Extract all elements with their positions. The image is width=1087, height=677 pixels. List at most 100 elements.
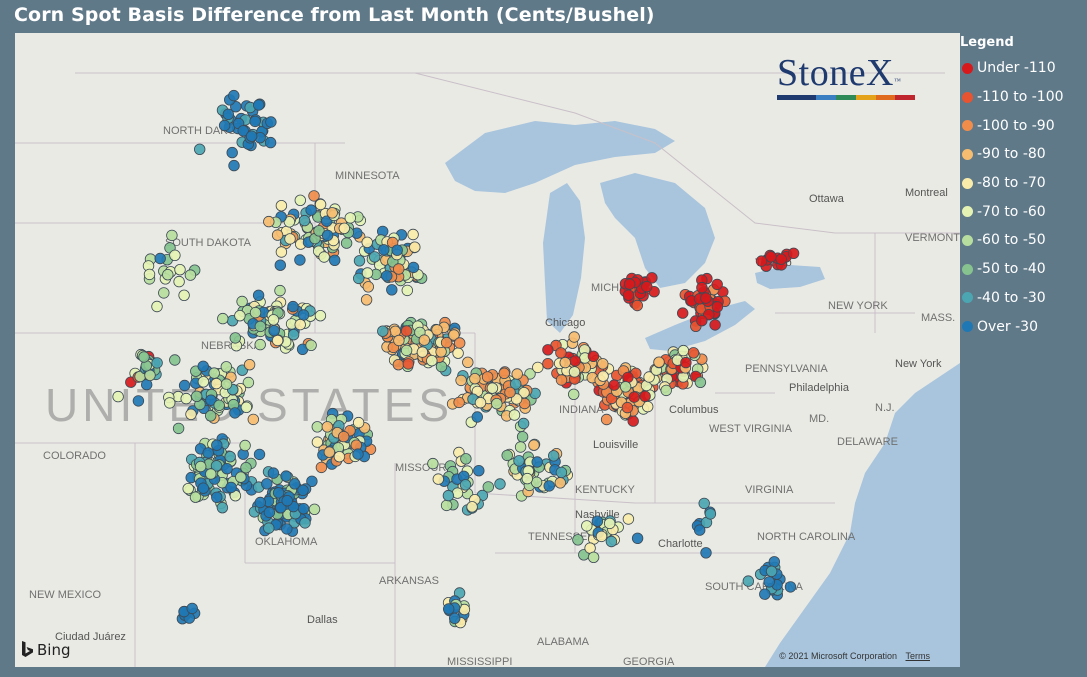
- data-point[interactable]: [453, 396, 465, 409]
- data-point[interactable]: [619, 381, 632, 393]
- data-point[interactable]: [361, 236, 373, 249]
- data-point[interactable]: [568, 388, 580, 401]
- data-point[interactable]: [491, 398, 503, 410]
- data-point[interactable]: [178, 289, 190, 302]
- data-point[interactable]: [677, 344, 690, 357]
- data-point[interactable]: [377, 325, 389, 337]
- data-point[interactable]: [455, 374, 467, 387]
- data-point[interactable]: [653, 356, 665, 368]
- data-point[interactable]: [239, 439, 251, 452]
- data-point[interactable]: [622, 371, 634, 384]
- data-point[interactable]: [235, 471, 247, 483]
- data-point[interactable]: [208, 367, 220, 379]
- data-point[interactable]: [407, 228, 419, 241]
- data-point[interactable]: [267, 314, 280, 326]
- data-point[interactable]: [514, 441, 527, 453]
- data-point[interactable]: [443, 603, 455, 615]
- data-point[interactable]: [768, 556, 781, 568]
- data-point[interactable]: [435, 346, 447, 358]
- data-point[interactable]: [240, 401, 253, 414]
- data-point[interactable]: [559, 356, 571, 369]
- data-point[interactable]: [297, 503, 310, 515]
- data-point[interactable]: [392, 359, 405, 371]
- data-point[interactable]: [221, 463, 233, 475]
- data-point[interactable]: [401, 284, 414, 297]
- data-point[interactable]: [698, 497, 710, 510]
- data-point[interactable]: [595, 530, 608, 543]
- data-point[interactable]: [454, 337, 466, 349]
- data-point[interactable]: [225, 481, 237, 494]
- data-point[interactable]: [628, 391, 640, 403]
- data-point[interactable]: [190, 390, 203, 403]
- data-point[interactable]: [521, 472, 534, 485]
- data-point[interactable]: [294, 194, 307, 207]
- data-point[interactable]: [393, 334, 405, 347]
- data-point[interactable]: [158, 287, 170, 299]
- data-point[interactable]: [143, 268, 156, 281]
- terms-link[interactable]: Terms: [905, 651, 931, 661]
- data-point[interactable]: [280, 470, 292, 482]
- data-point[interactable]: [548, 450, 560, 462]
- data-point[interactable]: [275, 246, 288, 258]
- data-point[interactable]: [448, 329, 460, 341]
- data-point[interactable]: [532, 361, 544, 374]
- data-point[interactable]: [234, 310, 246, 322]
- data-point[interactable]: [591, 515, 604, 527]
- data-point[interactable]: [704, 508, 717, 520]
- data-point[interactable]: [261, 478, 273, 490]
- data-point[interactable]: [787, 247, 800, 260]
- data-point[interactable]: [243, 359, 256, 371]
- legend-item[interactable]: -110 to -100: [960, 83, 1087, 112]
- data-point[interactable]: [338, 430, 350, 443]
- data-point[interactable]: [263, 215, 275, 228]
- data-point[interactable]: [531, 456, 543, 468]
- data-point[interactable]: [172, 422, 185, 435]
- data-point[interactable]: [226, 146, 238, 159]
- data-point[interactable]: [555, 374, 568, 386]
- data-point[interactable]: [197, 482, 210, 494]
- data-point[interactable]: [252, 289, 265, 302]
- data-point[interactable]: [416, 346, 429, 358]
- data-point[interactable]: [381, 270, 393, 282]
- data-point[interactable]: [542, 344, 554, 356]
- data-point[interactable]: [275, 199, 288, 212]
- data-point[interactable]: [765, 251, 777, 263]
- data-point[interactable]: [186, 602, 198, 615]
- data-point[interactable]: [267, 467, 280, 479]
- data-point[interactable]: [220, 361, 233, 373]
- legend-item[interactable]: -60 to -50: [960, 226, 1087, 255]
- data-point[interactable]: [189, 491, 202, 503]
- data-point[interactable]: [242, 376, 255, 389]
- data-point[interactable]: [162, 268, 174, 281]
- data-point[interactable]: [314, 198, 327, 211]
- data-point[interactable]: [299, 517, 311, 529]
- data-point[interactable]: [271, 334, 284, 347]
- data-point[interactable]: [213, 399, 225, 412]
- legend-item[interactable]: -100 to -90: [960, 111, 1087, 140]
- data-point[interactable]: [252, 99, 265, 111]
- data-point[interactable]: [287, 300, 299, 313]
- data-point[interactable]: [318, 251, 330, 263]
- data-point[interactable]: [263, 506, 276, 519]
- data-point[interactable]: [624, 278, 636, 290]
- data-point[interactable]: [305, 204, 317, 216]
- data-point[interactable]: [459, 479, 472, 491]
- data-point[interactable]: [169, 354, 181, 366]
- data-point[interactable]: [641, 280, 653, 293]
- data-point[interactable]: [687, 347, 700, 359]
- data-point[interactable]: [263, 522, 275, 534]
- data-point[interactable]: [166, 229, 178, 242]
- data-point[interactable]: [400, 325, 413, 337]
- data-point[interactable]: [287, 329, 300, 341]
- data-point[interactable]: [554, 477, 567, 489]
- data-point[interactable]: [581, 520, 593, 532]
- data-point[interactable]: [543, 480, 555, 492]
- data-point[interactable]: [193, 143, 206, 156]
- data-point[interactable]: [600, 413, 613, 426]
- data-point[interactable]: [426, 355, 438, 367]
- data-point[interactable]: [386, 284, 398, 296]
- data-point[interactable]: [498, 367, 510, 380]
- legend-item[interactable]: -50 to -40: [960, 255, 1087, 284]
- data-point[interactable]: [369, 251, 381, 263]
- data-point[interactable]: [418, 334, 431, 346]
